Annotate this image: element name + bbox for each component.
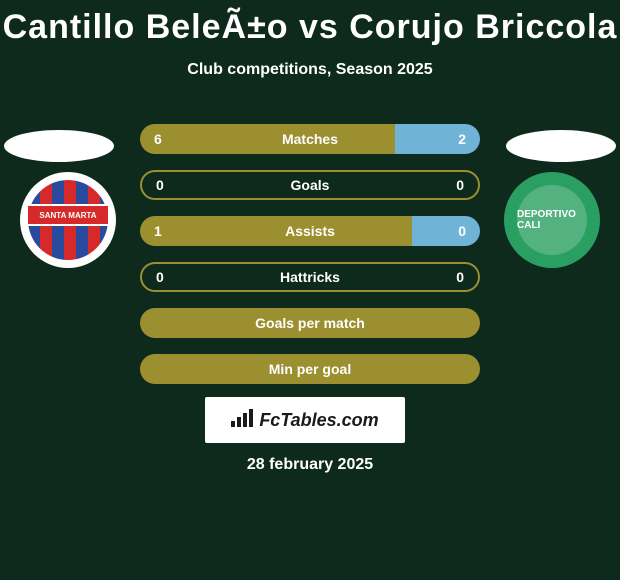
- bar-assists-val-right: 0: [458, 223, 466, 239]
- bar-matches-val-right: 2: [458, 131, 466, 147]
- bar-matches-label: Matches: [140, 131, 480, 147]
- signal-icon: [231, 409, 253, 432]
- bar-assists-label: Assists: [140, 223, 480, 239]
- club-logo-left: SANTA MARTA: [20, 172, 116, 268]
- bar-goals-label: Goals: [142, 177, 478, 193]
- club-logo-right: DEPORTIVO CALI: [504, 172, 600, 268]
- player-ellipse-right: [506, 130, 616, 162]
- bar-hattricks-val-right: 0: [456, 269, 464, 285]
- bar-mpg: Min per goal: [140, 354, 480, 384]
- bar-goals-val-right: 0: [456, 177, 464, 193]
- bar-assists: 1 Assists 0: [140, 216, 480, 246]
- page-title: Cantillo BeleÃ±o vs Corujo Briccola: [0, 0, 620, 47]
- brand-badge: FcTables.com: [205, 397, 405, 443]
- date-label: 28 february 2025: [0, 456, 620, 474]
- bar-hattricks: 0 Hattricks 0: [140, 262, 480, 292]
- club-badge-text-right: DEPORTIVO CALI: [517, 185, 587, 255]
- brand-text: FcTables.com: [259, 410, 378, 431]
- club-badge-text-left: SANTA MARTA: [28, 204, 108, 226]
- bar-hattricks-label: Hattricks: [142, 269, 478, 285]
- page-subtitle: Club competitions, Season 2025: [0, 61, 620, 79]
- player-ellipse-left: [4, 130, 114, 162]
- bar-mpg-label: Min per goal: [140, 361, 480, 377]
- bar-gpm-label: Goals per match: [140, 315, 480, 331]
- bar-gpm: Goals per match: [140, 308, 480, 338]
- bar-goals: 0 Goals 0: [140, 170, 480, 200]
- bar-matches: 6 Matches 2: [140, 124, 480, 154]
- stats-bars: 6 Matches 2 0 Goals 0 1 Assists 0 0 Hatt…: [140, 124, 480, 400]
